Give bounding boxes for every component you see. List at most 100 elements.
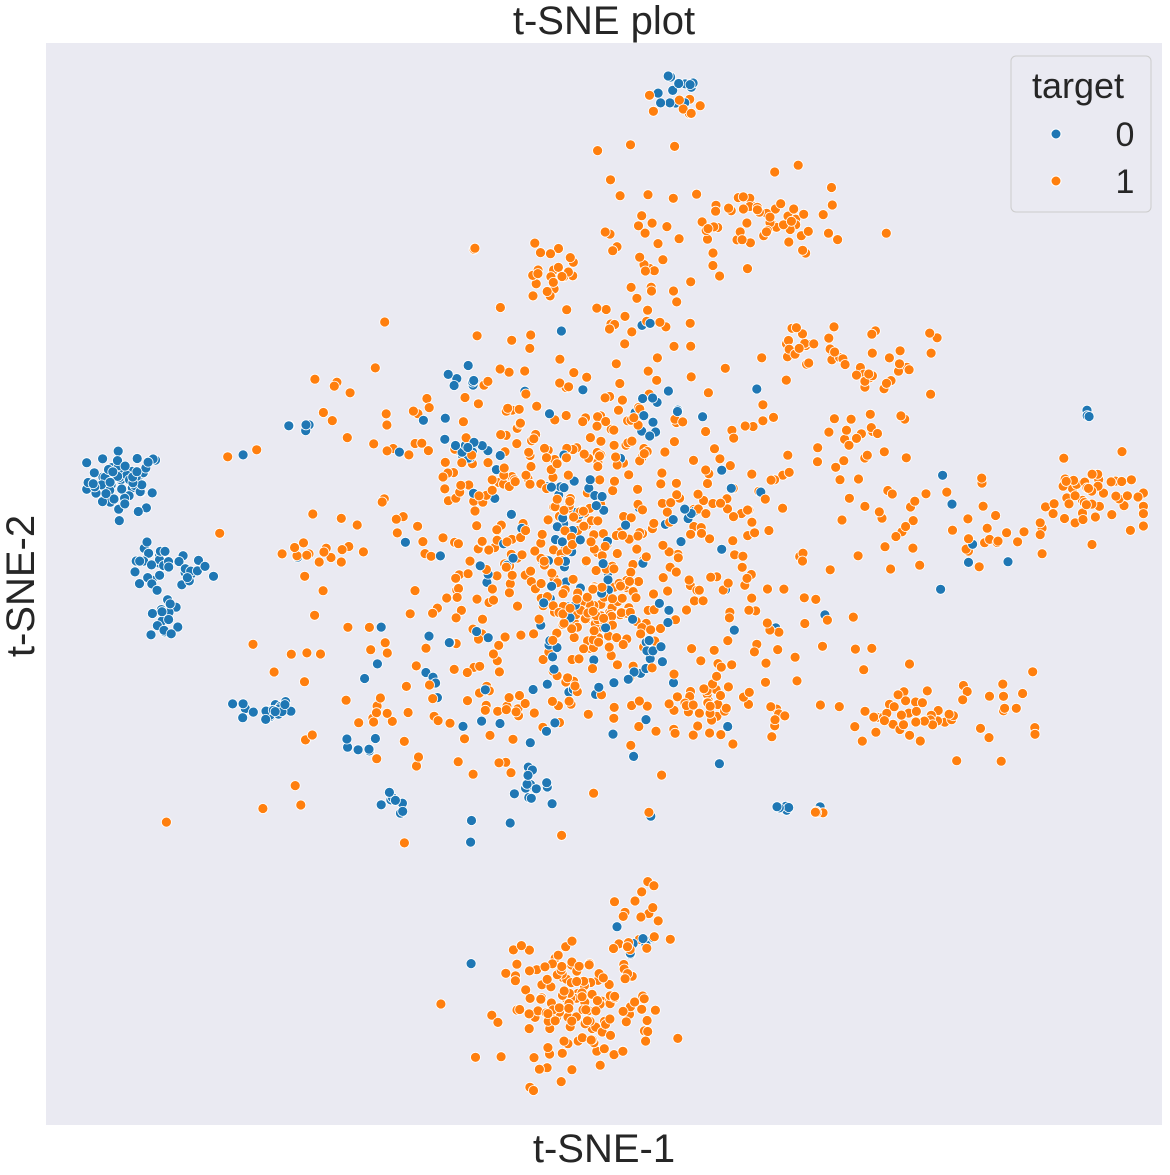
scatter-point-target-1 [416,437,428,449]
scatter-point-target-1 [668,285,679,297]
scatter-point-target-0 [507,552,519,564]
legend: target 0 1 [1010,55,1152,213]
scatter-point-target-1 [592,515,604,527]
scatter-point-target-1 [587,606,599,617]
scatter-point-target-1 [534,1063,545,1075]
scatter-point-target-1 [746,592,758,604]
scatter-point-target-0 [644,317,656,329]
scatter-point-target-1 [823,426,835,438]
scatter-point-target-1 [951,755,963,767]
scatter-point-target-1 [797,555,808,567]
scatter-point-target-1 [557,588,569,599]
scatter-point-target-1 [1116,446,1128,458]
scatter-point-target-1 [920,488,932,500]
scatter-point-target-1 [502,402,514,414]
scatter-point-target-0 [457,721,469,732]
scatter-point-target-1 [516,940,527,951]
scatter-point-target-1 [743,699,754,710]
scatter-point-target-1 [914,559,926,571]
scatter-point-target-0 [116,483,128,495]
scatter-point-target-1 [688,454,699,466]
scatter-point-target-0 [439,433,451,445]
scatter-point-target-0 [129,566,141,578]
scatter-point-target-1 [425,550,437,562]
scatter-point-target-1 [866,347,878,359]
scatter-point-target-1 [691,188,702,200]
scatter-point-target-0 [963,557,974,568]
scatter-point-target-1 [990,510,1001,521]
scatter-point-target-0 [558,482,570,494]
scatter-point-target-0 [237,449,249,461]
scatter-point-target-0 [164,598,176,610]
scatter-point-target-1 [845,413,857,425]
scatter-point-target-1 [486,474,498,486]
scatter-point-target-1 [631,292,643,304]
scatter-point-target-1 [551,458,563,470]
scatter-point-target-1 [595,435,607,447]
scatter-point-target-1 [614,378,626,389]
scatter-point-target-1 [625,281,637,293]
scatter-point-target-1 [810,806,821,818]
scatter-point-target-1 [592,995,603,1006]
scatter-point-target-0 [260,714,272,725]
scatter-point-target-1 [636,886,648,898]
scatter-point-target-1 [541,452,552,464]
scatter-point-target-1 [803,357,815,369]
scatter-point-target-0 [596,491,608,502]
scatter-point-target-1 [398,837,410,849]
scatter-point-target-1 [511,438,523,450]
scatter-point-target-1 [797,244,808,256]
scatter-point-target-1 [720,702,732,714]
scatter-point-target-0 [173,556,185,567]
scatter-point-target-0 [504,817,516,829]
scatter-point-target-0 [247,706,259,718]
scatter-point-target-1 [455,479,467,491]
scatter-point-target-1 [921,685,933,697]
scatter-point-target-1 [741,217,753,229]
scatter-point-target-1 [724,612,735,624]
scatter-point-target-1 [664,933,676,945]
scatter-point-target-1 [617,639,629,650]
scatter-point-target-1 [843,439,855,451]
scatter-point-target-1 [587,663,598,674]
scatter-point-target-0 [541,777,553,789]
scatter-point-target-1 [642,1026,654,1037]
scatter-point-target-0 [657,656,668,668]
scatter-point-target-0 [640,714,652,725]
scatter-point-target-0 [439,412,451,424]
scatter-point-target-0 [462,442,474,453]
scatter-point-target-0 [474,560,486,572]
scatter-point-target-1 [868,711,880,723]
scatter-point-target-1 [760,676,771,688]
scatter-point-target-1 [613,404,624,416]
scatter-point-target-1 [571,976,583,987]
scatter-point-target-1 [632,530,644,542]
scatter-point-target-1 [861,449,873,461]
scatter-point-target-1 [1069,490,1081,502]
scatter-point-target-0 [783,802,795,813]
scatter-point-target-0 [172,621,184,633]
scatter-point-target-1 [539,442,550,454]
scatter-point-target-0 [375,799,387,811]
scatter-point-target-1 [765,701,777,713]
scatter-point-target-1 [591,302,603,314]
scatter-point-target-1 [1126,474,1137,486]
scatter-point-target-1 [307,508,319,520]
scatter-point-target-1 [798,208,810,220]
scatter-point-target-1 [824,564,836,576]
scatter-point-target-1 [513,403,525,415]
scatter-point-target-0 [131,466,143,478]
scatter-point-target-0 [227,698,239,710]
scatter-point-target-1 [726,659,738,671]
scatter-point-target-0 [165,628,177,640]
scatter-point-target-0 [399,536,411,548]
scatter-point-target-0 [637,933,649,944]
scatter-point-target-1 [888,701,900,713]
scatter-point-target-1 [655,478,667,490]
scatter-point-target-1 [704,727,715,739]
scatter-point-target-1 [597,972,609,984]
scatter-point-target-1 [830,461,842,473]
scatter-point-target-1 [325,552,337,563]
scatter-point-target-1 [547,696,558,707]
scatter-point-target-0 [417,414,429,426]
